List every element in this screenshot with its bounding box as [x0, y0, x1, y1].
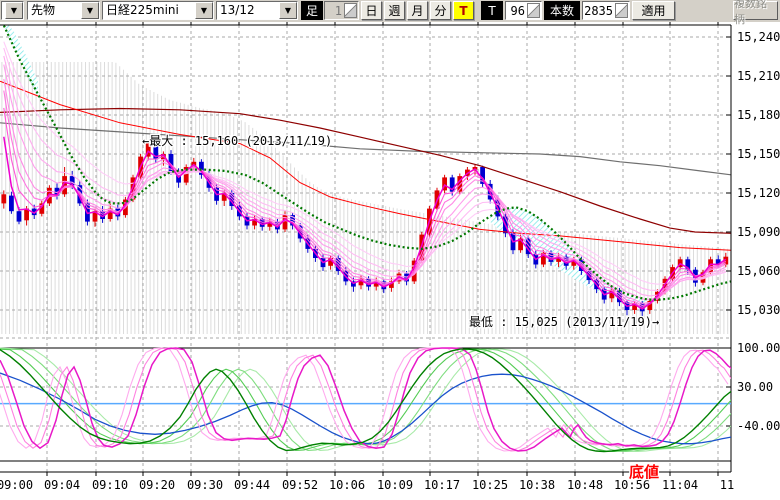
hidden-symbol-combo[interactable]: ▼ — [1, 1, 24, 20]
price-axis-label: 15,150 — [737, 147, 780, 161]
time-axis-label: 09:44 — [234, 478, 270, 492]
tick-count-value: 96 — [510, 3, 525, 18]
bar-count-label: 本数 — [544, 1, 580, 20]
time-axis-label: 10:38 — [519, 478, 555, 492]
oscillator-axis-label: 30.00 — [737, 380, 773, 394]
price-axis-label: 15,180 — [737, 108, 780, 122]
annotations: ←最大 : 15,160 (2013/11/19) 最低 : 15,025 (20… — [141, 133, 661, 482]
symbol-combo[interactable]: 日経225mini ▼ — [102, 1, 214, 20]
interval-value: 1 — [334, 3, 342, 18]
period-month-button[interactable]: 月 — [407, 1, 428, 20]
multi-symbol-button[interactable]: 複数銘柄 — [733, 0, 778, 26]
time-axis-label: 09:00 — [0, 478, 33, 492]
time-axis-label: 10:06 — [329, 478, 365, 492]
time-axis-label: 09:30 — [187, 478, 223, 492]
time-axis-label: 09:10 — [92, 478, 128, 492]
time-axis-label: 11 — [720, 478, 734, 492]
moving-averages — [0, 25, 731, 310]
interval-input[interactable]: 1 — [324, 1, 359, 20]
chevron-down-icon[interactable]: ▼ — [279, 2, 297, 19]
period-tick-button[interactable]: T — [453, 1, 474, 20]
axis-labels: 15,240 15,210 15,180 15,150 15,120 15,090 15,0… — [0, 30, 780, 492]
time-axis-label: 09:52 — [282, 478, 318, 492]
contract-month-value: 13/12 — [220, 3, 255, 17]
period-day-button[interactable]: 日 — [361, 1, 382, 20]
instrument-type-combo[interactable]: 先物 ▼ — [27, 1, 100, 20]
symbol-value: 日経225mini — [106, 3, 179, 17]
time-axis-label: 10:09 — [377, 478, 413, 492]
price-axis-label: 15,030 — [737, 303, 780, 317]
spinner-icon[interactable] — [527, 3, 540, 18]
time-axis-label: 10:48 — [567, 478, 603, 492]
time-axis-label: 09:04 — [44, 478, 80, 492]
period-week-button[interactable]: 週 — [384, 1, 405, 20]
toolbar: ▼ 先物 ▼ 日経225mini ▼ 13/12 ▼ 足 1 日 週 月 分 T… — [0, 0, 780, 26]
bottom-price-annotation: 底値 — [629, 463, 659, 481]
time-axis-label: 11:04 — [662, 478, 698, 492]
max-price-annotation: ←最大 : 15,160 (2013/11/19) — [142, 134, 332, 148]
price-axis-label: 15,090 — [737, 225, 780, 239]
spinner-icon[interactable] — [344, 3, 357, 18]
instrument-type-value: 先物 — [31, 3, 56, 17]
tick-label: T — [481, 1, 503, 20]
time-axis-label: 10:56 — [614, 478, 650, 492]
chevron-down-icon[interactable]: ▼ — [195, 2, 213, 19]
bar-type-label: 足 — [301, 1, 323, 20]
price-axis-label: 15,060 — [737, 264, 780, 278]
price-axis-label: 15,240 — [737, 30, 780, 44]
spinner-icon[interactable] — [615, 3, 628, 18]
time-axis-label: 09:20 — [139, 478, 175, 492]
bar-count-value: 2835 — [584, 3, 613, 18]
oscillator-axis-label: -40.00 — [737, 419, 780, 433]
oscillator-curves — [0, 347, 731, 453]
period-minute-button[interactable]: 分 — [430, 1, 451, 20]
chevron-down-icon[interactable]: ▼ — [5, 2, 23, 19]
oscillator-axis-label: 100.00 — [737, 341, 780, 355]
chevron-down-icon[interactable]: ▼ — [81, 2, 99, 19]
min-price-annotation: 最低 : 15,025 (2013/11/19)→ — [469, 315, 659, 329]
price-axis-label: 15,210 — [737, 69, 780, 83]
tick-count-input[interactable]: 96 — [505, 1, 542, 20]
apply-button[interactable]: 適用 — [632, 1, 675, 20]
time-axis-label: 10:25 — [472, 478, 508, 492]
panel-borders — [0, 22, 732, 476]
bar-count-input[interactable]: 2835 — [582, 1, 630, 20]
contract-month-combo[interactable]: 13/12 ▼ — [216, 1, 298, 20]
price-axis-label: 15,120 — [737, 186, 780, 200]
time-axis-label: 10:17 — [424, 478, 460, 492]
